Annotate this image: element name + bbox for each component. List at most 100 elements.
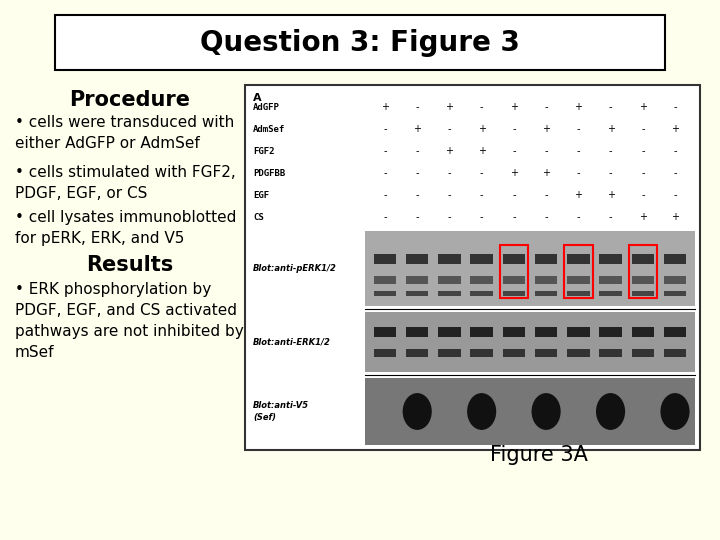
Text: -: - bbox=[415, 102, 419, 112]
Bar bbox=[470, 349, 493, 357]
Text: -: - bbox=[448, 212, 451, 222]
Bar bbox=[567, 349, 590, 357]
Bar bbox=[567, 276, 590, 284]
Bar bbox=[503, 276, 525, 284]
Text: -: - bbox=[544, 212, 548, 222]
Text: PDGFBB: PDGFBB bbox=[253, 168, 285, 178]
Text: +: + bbox=[477, 146, 486, 156]
Text: +: + bbox=[542, 124, 550, 134]
Bar bbox=[438, 349, 461, 357]
Text: -: - bbox=[448, 168, 451, 178]
Text: -: - bbox=[673, 102, 677, 112]
Bar bbox=[406, 254, 428, 264]
Text: +: + bbox=[542, 168, 550, 178]
Text: -: - bbox=[383, 190, 387, 200]
Bar bbox=[365, 231, 695, 306]
Bar bbox=[406, 291, 428, 296]
Bar bbox=[631, 276, 654, 284]
Text: -: - bbox=[673, 146, 677, 156]
Text: Blot:anti-V5
(Sef): Blot:anti-V5 (Sef) bbox=[253, 401, 309, 422]
Bar bbox=[500, 245, 528, 298]
Text: -: - bbox=[512, 190, 516, 200]
Ellipse shape bbox=[660, 393, 690, 430]
Bar bbox=[374, 276, 396, 284]
Text: AdGFP: AdGFP bbox=[253, 103, 280, 111]
Bar bbox=[567, 254, 590, 264]
Ellipse shape bbox=[531, 393, 561, 430]
Text: -: - bbox=[609, 146, 612, 156]
Bar bbox=[664, 276, 686, 284]
Bar bbox=[406, 276, 428, 284]
Text: +: + bbox=[671, 124, 679, 134]
Bar bbox=[599, 349, 622, 357]
Text: +: + bbox=[477, 124, 486, 134]
Text: • ERK phosphorylation by
PDGF, EGF, and CS activated
pathways are not inhibited : • ERK phosphorylation by PDGF, EGF, and … bbox=[15, 282, 244, 360]
Text: -: - bbox=[448, 124, 451, 134]
Ellipse shape bbox=[596, 393, 625, 430]
Text: -: - bbox=[383, 168, 387, 178]
Text: +: + bbox=[510, 168, 518, 178]
Bar bbox=[365, 312, 695, 372]
Text: -: - bbox=[480, 190, 483, 200]
Text: -: - bbox=[641, 168, 644, 178]
Text: -: - bbox=[415, 212, 419, 222]
Text: -: - bbox=[415, 168, 419, 178]
Bar bbox=[629, 245, 657, 298]
Text: -: - bbox=[609, 212, 612, 222]
Bar bbox=[535, 349, 557, 357]
Bar bbox=[470, 291, 493, 296]
Bar bbox=[503, 327, 525, 337]
Text: EGF: EGF bbox=[253, 191, 269, 199]
Text: -: - bbox=[641, 124, 644, 134]
Text: -: - bbox=[609, 168, 612, 178]
Text: -: - bbox=[512, 124, 516, 134]
Bar bbox=[599, 254, 622, 264]
Text: -: - bbox=[415, 146, 419, 156]
Text: -: - bbox=[383, 212, 387, 222]
Bar bbox=[503, 291, 525, 296]
Text: Blot:anti-pERK1/2: Blot:anti-pERK1/2 bbox=[253, 264, 337, 273]
Bar bbox=[374, 254, 396, 264]
Text: -: - bbox=[512, 212, 516, 222]
Text: FGF2: FGF2 bbox=[253, 146, 274, 156]
Text: +: + bbox=[575, 102, 582, 112]
Text: -: - bbox=[480, 212, 483, 222]
Text: -: - bbox=[480, 102, 483, 112]
Text: CS: CS bbox=[253, 213, 264, 221]
Bar bbox=[664, 327, 686, 337]
Bar bbox=[567, 327, 590, 337]
Text: +: + bbox=[381, 102, 389, 112]
Bar bbox=[245, 85, 700, 450]
Text: -: - bbox=[673, 190, 677, 200]
Text: • cell lysates immunoblotted
for pERK, ERK, and V5: • cell lysates immunoblotted for pERK, E… bbox=[15, 210, 236, 246]
Bar bbox=[406, 349, 428, 357]
Text: -: - bbox=[512, 146, 516, 156]
Text: +: + bbox=[413, 124, 421, 134]
Text: +: + bbox=[606, 190, 615, 200]
Text: +: + bbox=[606, 124, 615, 134]
Text: -: - bbox=[609, 102, 612, 112]
Bar bbox=[664, 349, 686, 357]
Bar bbox=[374, 349, 396, 357]
Text: +: + bbox=[510, 102, 518, 112]
Text: Results: Results bbox=[86, 255, 174, 275]
Bar bbox=[470, 276, 493, 284]
Text: +: + bbox=[671, 212, 679, 222]
Text: -: - bbox=[544, 146, 548, 156]
Bar bbox=[535, 291, 557, 296]
Bar bbox=[374, 291, 396, 296]
Bar bbox=[438, 291, 461, 296]
Bar bbox=[503, 349, 525, 357]
Bar bbox=[55, 15, 665, 70]
Text: -: - bbox=[544, 102, 548, 112]
Bar bbox=[503, 254, 525, 264]
Bar bbox=[470, 254, 493, 264]
Text: -: - bbox=[577, 124, 580, 134]
Text: +: + bbox=[639, 102, 647, 112]
Bar bbox=[438, 327, 461, 337]
Bar bbox=[365, 378, 695, 445]
Bar bbox=[631, 349, 654, 357]
Text: -: - bbox=[641, 146, 644, 156]
Text: +: + bbox=[446, 102, 454, 112]
Bar bbox=[631, 291, 654, 296]
